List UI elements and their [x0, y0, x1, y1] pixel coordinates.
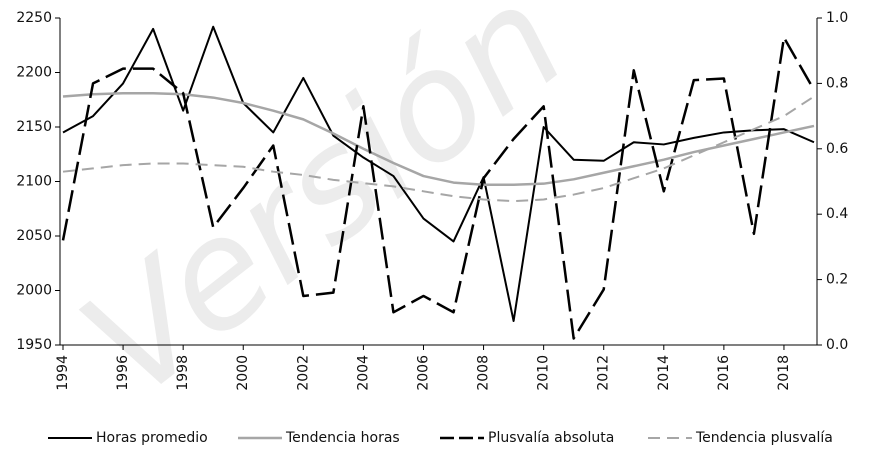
x-tick-label: 2000 [235, 355, 251, 391]
y2-tick-label: 0.2 [826, 272, 848, 288]
legend-label: Horas promedio [96, 430, 208, 446]
y2-tick-label: 0.6 [826, 141, 848, 157]
y2-tick-label: 1.0 [826, 10, 848, 26]
x-tick-label: 1998 [175, 355, 191, 391]
y2-tick-label: 0.0 [826, 337, 848, 353]
series-line [62, 95, 815, 203]
y-tick-label: 2200 [16, 65, 52, 81]
x-tick-label: 2018 [776, 355, 792, 391]
y-tick-label: 1950 [16, 337, 52, 353]
x-tick-label: 2010 [536, 355, 552, 391]
y2-tick-label: 0.8 [826, 75, 848, 91]
x-tick-label: 1994 [55, 355, 71, 391]
y-tick-label: 2100 [16, 174, 52, 190]
y-tick-label: 2150 [16, 119, 52, 135]
x-tick-label: 1996 [115, 355, 131, 391]
series-line [62, 25, 815, 323]
series-line [61, 36, 816, 340]
series-line [62, 91, 815, 187]
y-tick-label: 2000 [16, 283, 52, 299]
legend-label: Tendencia plusvalía [695, 430, 833, 446]
x-tick-label: 2006 [415, 355, 431, 391]
y-tick-label: 2050 [16, 228, 52, 244]
y2-tick-label: 0.4 [826, 206, 848, 222]
x-tick-label: 2004 [355, 355, 371, 391]
x-tick-label: 2012 [596, 355, 612, 391]
x-tick-label: 2002 [295, 355, 311, 391]
x-tick-label: 2014 [656, 355, 672, 391]
legend-label: Plusvalía absoluta [488, 430, 614, 446]
x-tick-label: 2008 [476, 355, 492, 391]
legend-label: Tendencia horas [285, 430, 400, 446]
x-tick-label: 2016 [716, 355, 732, 391]
y-tick-label: 2250 [16, 10, 52, 26]
